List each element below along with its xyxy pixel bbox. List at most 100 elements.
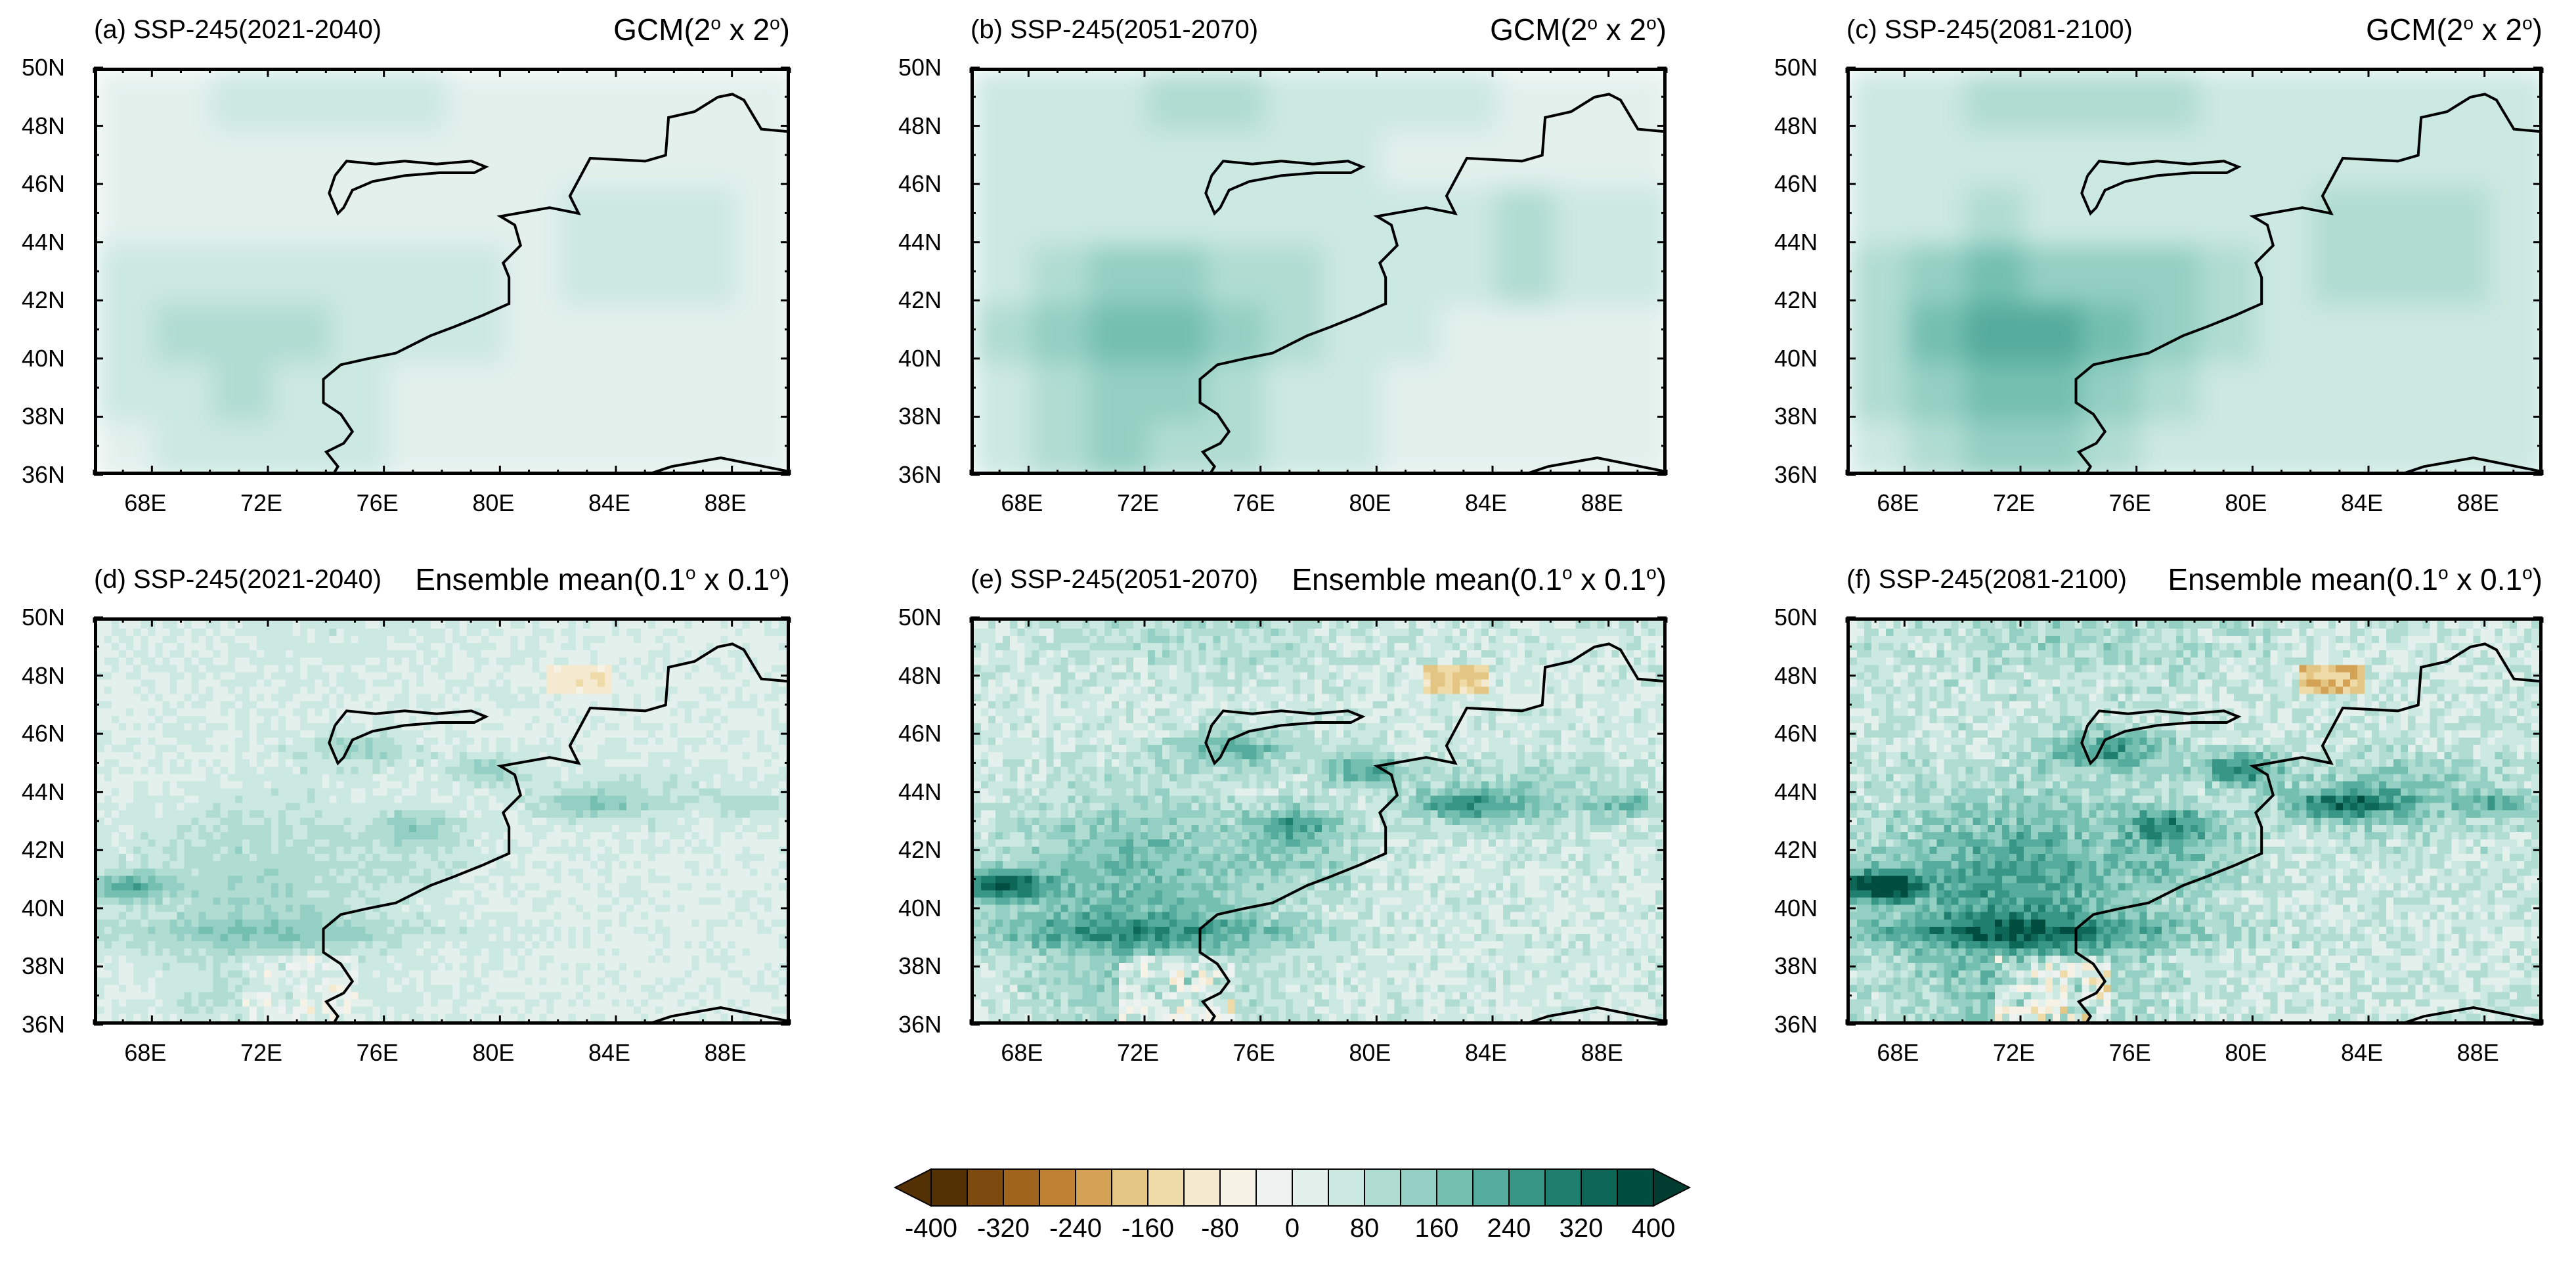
colorbar (893, 1168, 1692, 1207)
colorbar-under-triangle (893, 1168, 932, 1207)
colorbar-tick-label: -320 (976, 1214, 1030, 1243)
lake-outline (1204, 160, 1366, 216)
lake-outline (2080, 160, 2242, 216)
lon-tick-label: 68E (124, 1039, 167, 1066)
panel-subtitle-a: GCM(2o x 2o) (613, 12, 790, 47)
lon-tick-label: 76E (356, 1039, 399, 1066)
lat-tick-label: 48N (1774, 661, 1818, 689)
colorbar-swatch (1581, 1168, 1618, 1207)
panel-subtitle-f: Ensemble mean(0.1o x 0.1o) (2168, 562, 2543, 596)
lat-tick-label: 50N (898, 54, 942, 81)
lat-tick-label: 38N (22, 952, 66, 980)
border-line (2074, 93, 2539, 472)
border-line (1198, 642, 1663, 1021)
colorbar-swatch (930, 1168, 968, 1207)
lon-tick-label: 68E (1001, 1039, 1043, 1066)
lon-tick-label: 80E (1349, 1039, 1391, 1066)
lat-tick-label: 36N (1774, 461, 1818, 488)
colorbar-tick-label: 80 (1349, 1214, 1380, 1243)
border-line (2405, 456, 2539, 472)
lat-tick-label: 48N (1774, 112, 1818, 139)
lon-tick-label: 80E (472, 489, 515, 516)
lon-tick-label: 76E (1233, 1039, 1275, 1066)
lat-tick-label: 50N (898, 604, 942, 631)
border-line (652, 1006, 787, 1021)
colorbar-swatch (1508, 1168, 1546, 1207)
colorbar-tick-label: 400 (1631, 1214, 1676, 1243)
colorbar-swatch (1003, 1168, 1040, 1207)
lake-outline (1204, 709, 1366, 766)
lat-tick-label: 46N (1774, 720, 1818, 747)
lake-outline (328, 709, 489, 766)
colorbar-swatch (1039, 1168, 1076, 1207)
lon-tick-label: 84E (1465, 489, 1508, 516)
panel-title-e: (e) SSP-245(2051-2070) (971, 565, 1259, 594)
lat-tick-label: 50N (22, 54, 66, 81)
lat-tick-label: 44N (1774, 778, 1818, 805)
lon-tick-label: 84E (1465, 1039, 1508, 1066)
lat-tick-label: 36N (898, 1011, 942, 1038)
lat-tick-label: 48N (22, 661, 66, 689)
colorbar-tick-label: 160 (1414, 1214, 1459, 1243)
panel-title-a: (a) SSP-245(2021-2040) (94, 15, 382, 44)
lat-tick-label: 42N (898, 286, 942, 314)
border-line (652, 456, 787, 472)
colorbar-swatch (1255, 1168, 1293, 1207)
lon-tick-label: 80E (472, 1039, 515, 1066)
colorbar-tick-label: 240 (1487, 1214, 1531, 1243)
panel-subtitle-b: GCM(2o x 2o) (1490, 12, 1667, 47)
lat-tick-label: 44N (22, 778, 66, 805)
border-line (1198, 93, 1663, 472)
colorbar-tick-label: -400 (904, 1214, 958, 1243)
anomaly-field (1850, 621, 2539, 1021)
lat-tick-label: 42N (898, 836, 942, 864)
lat-tick-label: 40N (22, 894, 66, 922)
lat-tick-label: 46N (898, 170, 942, 198)
lat-tick-label: 40N (1774, 344, 1818, 372)
panel-subtitle-e: Ensemble mean(0.1o x 0.1o) (1292, 562, 1667, 596)
border-line (2074, 642, 2539, 1021)
colorbar-tick-label: -80 (1201, 1214, 1239, 1243)
lon-tick-label: 88E (1581, 489, 1623, 516)
lat-tick-label: 40N (1774, 894, 1818, 922)
lat-tick-label: 42N (22, 286, 66, 314)
lon-tick-label: 72E (1993, 489, 2036, 516)
border-line (1529, 1006, 1663, 1021)
lon-tick-label: 76E (1233, 489, 1275, 516)
panel-subtitle-d: Ensemble mean(0.1o x 0.1o) (415, 562, 790, 596)
lat-tick-label: 36N (898, 461, 942, 488)
map-frame (94, 68, 790, 475)
lat-tick-label: 44N (1774, 228, 1818, 256)
lat-tick-label: 38N (22, 403, 66, 430)
lat-tick-label: 36N (22, 461, 66, 488)
lat-tick-label: 40N (898, 344, 942, 372)
colorbar-over-triangle (1653, 1168, 1692, 1207)
border-line (322, 642, 787, 1021)
lon-tick-label: 68E (124, 489, 167, 516)
border-line (322, 93, 787, 472)
colorbar-tick-label: -240 (1049, 1214, 1102, 1243)
anomaly-field (97, 621, 787, 1021)
lon-tick-label: 76E (356, 489, 399, 516)
colorbar-swatch (1472, 1168, 1510, 1207)
lon-tick-label: 84E (2341, 489, 2384, 516)
colorbar-tick-label: 320 (1559, 1214, 1604, 1243)
lon-tick-label: 68E (1001, 489, 1043, 516)
lon-tick-label: 88E (704, 489, 747, 516)
lon-tick-label: 72E (1117, 489, 1160, 516)
anomaly-field (974, 621, 1663, 1021)
map-frame (971, 617, 1667, 1025)
lon-tick-label: 84E (588, 489, 631, 516)
lon-tick-label: 68E (1877, 1039, 1919, 1066)
anomaly-field (97, 71, 787, 472)
map-frame (1846, 617, 2543, 1025)
lat-tick-label: 50N (1774, 604, 1818, 631)
colorbar-swatch (1364, 1168, 1401, 1207)
anomaly-field (1850, 71, 2539, 472)
lon-tick-label: 76E (2108, 489, 2151, 516)
lon-tick-label: 88E (1581, 1039, 1623, 1066)
colorbar-swatch (967, 1168, 1004, 1207)
colorbar-swatch (1111, 1168, 1148, 1207)
lon-tick-label: 72E (1117, 1039, 1160, 1066)
lat-tick-label: 38N (1774, 403, 1818, 430)
